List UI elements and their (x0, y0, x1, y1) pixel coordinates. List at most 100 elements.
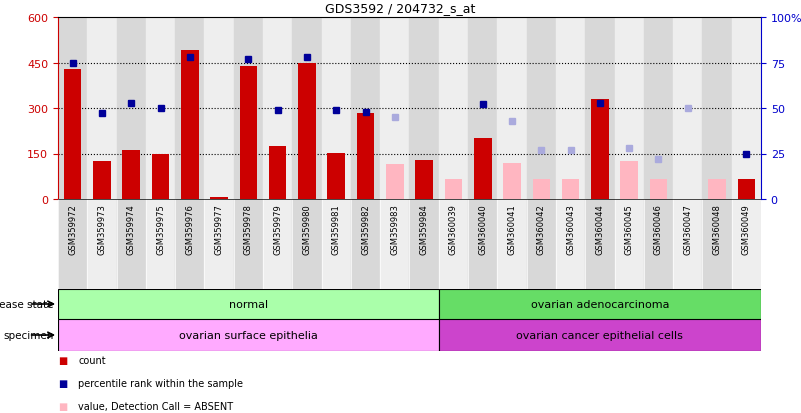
Bar (416, 160, 433, 199)
Text: GSM360040: GSM360040 (478, 204, 487, 255)
Bar (474, 139, 492, 199)
Bar (439, 199, 468, 289)
Bar (58, 199, 87, 289)
Bar (211, 197, 228, 199)
Text: ovarian cancer epithelial cells: ovarian cancer epithelial cells (517, 330, 683, 340)
Bar (527, 18, 556, 199)
Bar (738, 180, 755, 199)
Text: GSM359984: GSM359984 (420, 204, 429, 255)
Text: value, Detection Call = ABSENT: value, Detection Call = ABSENT (78, 401, 233, 411)
Bar (644, 199, 673, 289)
Text: GSM360049: GSM360049 (742, 204, 751, 255)
Bar (292, 199, 322, 289)
Text: GSM359983: GSM359983 (390, 204, 400, 255)
Bar (591, 100, 609, 199)
Bar (292, 18, 322, 199)
Text: GSM359980: GSM359980 (303, 204, 312, 255)
Bar (468, 18, 497, 199)
Bar (239, 66, 257, 199)
Bar (151, 155, 169, 199)
Bar (58, 289, 439, 319)
Bar (298, 63, 316, 199)
Bar (204, 199, 234, 289)
Text: GSM359979: GSM359979 (273, 204, 282, 255)
Bar (322, 199, 351, 289)
Text: GSM360039: GSM360039 (449, 204, 458, 255)
Text: GSM359972: GSM359972 (68, 204, 77, 255)
Text: ■: ■ (58, 355, 67, 365)
Bar (527, 199, 556, 289)
Bar (673, 18, 702, 199)
Bar (731, 199, 761, 289)
Bar (702, 18, 731, 199)
Text: GSM359973: GSM359973 (98, 204, 107, 255)
Bar (356, 113, 374, 199)
Bar (87, 199, 117, 289)
Bar (586, 18, 614, 199)
Text: GSM359975: GSM359975 (156, 204, 165, 255)
Text: GSM359974: GSM359974 (127, 204, 135, 255)
Text: GSM360045: GSM360045 (625, 204, 634, 255)
Text: GSM360041: GSM360041 (508, 204, 517, 255)
Bar (93, 162, 111, 199)
Text: ■: ■ (58, 401, 67, 411)
Bar (58, 319, 439, 351)
Bar (380, 199, 409, 289)
Bar (123, 151, 140, 199)
Bar (439, 319, 761, 351)
Text: normal: normal (229, 299, 268, 309)
Bar (117, 18, 146, 199)
Text: ovarian adenocarcinoma: ovarian adenocarcinoma (530, 299, 669, 309)
Bar (702, 199, 731, 289)
Bar (234, 18, 263, 199)
Bar (445, 180, 462, 199)
Text: percentile rank within the sample: percentile rank within the sample (78, 378, 243, 388)
Text: GSM359982: GSM359982 (361, 204, 370, 255)
Bar (234, 199, 263, 289)
Bar (497, 18, 527, 199)
Bar (533, 180, 550, 199)
Bar (621, 162, 638, 199)
Bar (117, 199, 146, 289)
Bar (445, 195, 462, 199)
Bar (58, 18, 87, 199)
Text: GSM360042: GSM360042 (537, 204, 545, 255)
Text: GSM360046: GSM360046 (654, 204, 663, 255)
Bar (328, 154, 345, 199)
Bar (146, 199, 175, 289)
Bar (175, 18, 204, 199)
Text: GSM360043: GSM360043 (566, 204, 575, 255)
Text: count: count (78, 355, 106, 365)
Bar (87, 18, 117, 199)
Bar (181, 51, 199, 199)
Bar (263, 199, 292, 289)
Text: GSM359977: GSM359977 (215, 204, 223, 255)
Bar (439, 289, 761, 319)
Bar (673, 199, 702, 289)
Bar (556, 199, 586, 289)
Bar (409, 199, 439, 289)
Bar (650, 180, 667, 199)
Text: GSM360048: GSM360048 (713, 204, 722, 255)
Bar (586, 199, 614, 289)
Text: disease state: disease state (0, 299, 54, 309)
Bar (380, 18, 409, 199)
Bar (175, 199, 204, 289)
Bar (708, 180, 726, 199)
Text: GDS3592 / 204732_s_at: GDS3592 / 204732_s_at (325, 2, 476, 15)
Bar (614, 199, 644, 289)
Bar (351, 199, 380, 289)
Bar (263, 18, 292, 199)
Bar (497, 199, 527, 289)
Bar (614, 18, 644, 199)
Bar (439, 18, 468, 199)
Text: ■: ■ (58, 378, 67, 388)
Bar (409, 18, 439, 199)
Bar (562, 180, 579, 199)
Text: GSM359981: GSM359981 (332, 204, 340, 255)
Bar (204, 18, 234, 199)
Bar (556, 18, 586, 199)
Text: ovarian surface epithelia: ovarian surface epithelia (179, 330, 318, 340)
Bar (269, 147, 287, 199)
Bar (146, 18, 175, 199)
